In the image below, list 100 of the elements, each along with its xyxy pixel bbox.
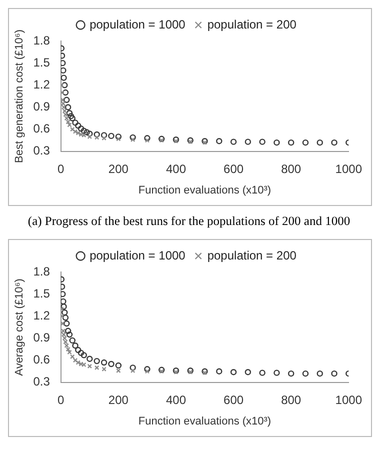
y-tick-label: 0.6 <box>33 122 50 136</box>
point <box>62 309 68 316</box>
point <box>130 137 136 142</box>
y-tick-label: 0.9 <box>33 330 50 345</box>
point <box>302 139 309 146</box>
legend-label: population = 1000 <box>90 248 186 262</box>
point <box>69 115 76 122</box>
legend-label: population = 200 <box>207 248 297 262</box>
point <box>78 125 84 132</box>
y-tick-label: 1.2 <box>33 77 50 92</box>
point <box>61 332 66 337</box>
point <box>70 126 75 132</box>
x-tick-label: 1000 <box>335 392 362 407</box>
point <box>60 101 66 106</box>
point <box>80 352 88 358</box>
y-tick-label: 1.5 <box>33 55 50 70</box>
y-tick-label: 0.6 <box>33 352 50 367</box>
point <box>76 360 81 365</box>
point <box>64 104 72 110</box>
point <box>94 358 100 364</box>
point <box>100 359 108 366</box>
point <box>72 120 78 126</box>
point <box>68 112 74 120</box>
point <box>94 135 100 140</box>
y-tick-label: 1.2 <box>33 308 50 322</box>
point <box>66 331 73 338</box>
point <box>115 134 122 140</box>
point <box>216 138 222 144</box>
x-tick-label: 200 <box>108 392 129 407</box>
point <box>102 136 106 141</box>
point <box>60 328 66 334</box>
point <box>115 362 122 369</box>
legend-label: population = 1000 <box>90 17 186 32</box>
x-tick-label: 0 <box>58 392 65 407</box>
point <box>60 303 67 310</box>
x-tick-label: 800 <box>281 392 302 407</box>
y-tick-label: 1.8 <box>33 33 50 48</box>
point <box>288 370 294 377</box>
point <box>60 284 66 290</box>
point <box>64 328 72 334</box>
point <box>130 368 136 373</box>
point <box>274 370 280 376</box>
point <box>259 138 266 145</box>
point <box>63 340 68 344</box>
point <box>302 370 309 377</box>
point <box>244 368 252 376</box>
point <box>202 138 208 144</box>
x-axis-title: Function evaluations (x10³) <box>138 415 272 428</box>
point <box>108 360 114 368</box>
x-tick-label: 600 <box>224 162 244 176</box>
point <box>144 135 150 142</box>
point <box>60 67 66 74</box>
point <box>66 346 70 352</box>
y-tick-label: 0.9 <box>33 100 50 114</box>
point <box>60 60 66 66</box>
point <box>80 128 88 134</box>
point <box>75 346 82 354</box>
point <box>102 366 106 372</box>
point <box>62 82 68 88</box>
point <box>130 364 136 371</box>
x-tick-label: 400 <box>166 162 186 176</box>
point <box>60 314 64 319</box>
point <box>331 370 338 377</box>
point <box>94 365 100 370</box>
point <box>76 130 81 136</box>
point <box>84 129 90 136</box>
point <box>116 136 121 142</box>
point <box>78 350 84 356</box>
point <box>86 356 93 362</box>
point <box>62 336 67 341</box>
point <box>72 358 78 363</box>
point <box>82 132 86 138</box>
y-tick-label: 1.5 <box>33 286 50 300</box>
point <box>72 342 78 349</box>
point <box>64 320 70 327</box>
point <box>86 130 93 137</box>
x-axis-title: Function evaluations (x10³) <box>138 184 272 196</box>
point <box>82 362 86 368</box>
x-tick-label: 800 <box>281 162 302 176</box>
point <box>61 104 66 110</box>
point <box>116 368 121 373</box>
point <box>259 370 266 376</box>
point <box>274 139 280 146</box>
point <box>64 343 70 348</box>
point <box>144 366 150 372</box>
point <box>244 138 252 145</box>
x-tick-label: 1000 <box>335 162 362 176</box>
point <box>64 116 70 121</box>
point <box>144 368 150 374</box>
point <box>62 314 69 321</box>
x-tick-label: 200 <box>108 162 129 176</box>
y-tick-label: 1.8 <box>33 264 50 278</box>
point <box>62 108 67 114</box>
point <box>331 139 338 146</box>
point <box>288 139 294 146</box>
point <box>94 131 100 138</box>
point <box>230 368 237 376</box>
y-tick-label: 0.3 <box>33 144 50 158</box>
point <box>75 122 82 129</box>
point <box>78 132 84 137</box>
